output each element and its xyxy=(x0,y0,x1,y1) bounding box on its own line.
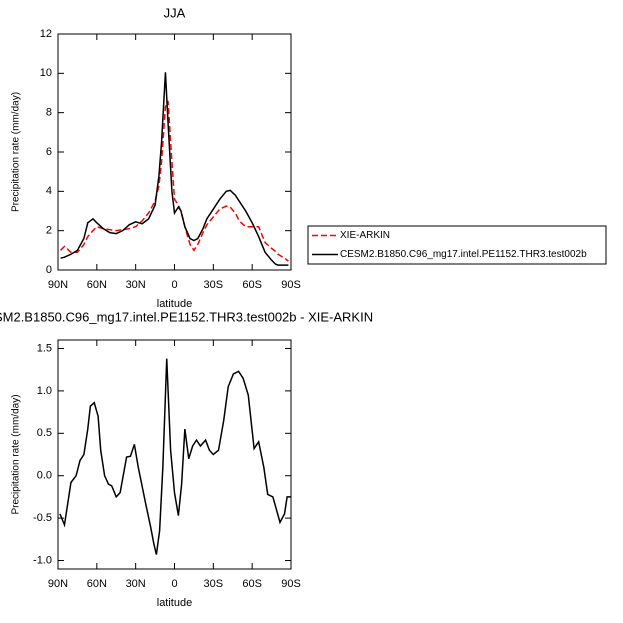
y-tick-label: -1.0 xyxy=(33,554,52,566)
legend-frame xyxy=(307,225,607,265)
chart-title: CESM2.B1850.C96_mg17.intel.PE1152.THR3.t… xyxy=(0,309,373,324)
y-axis-label: Precipitation rate (mm/day) xyxy=(11,92,22,212)
y-tick-label: 10 xyxy=(40,67,52,79)
y-tick-label: 0.5 xyxy=(37,427,52,439)
line-series xyxy=(60,72,289,266)
x-tick-label: 90N xyxy=(48,279,68,291)
x-tick-label: 90S xyxy=(281,578,301,590)
line-series xyxy=(59,358,291,555)
y-tick-label: 1.0 xyxy=(37,385,52,397)
x-tick-label: 60S xyxy=(242,578,262,590)
plot-frame xyxy=(57,33,292,271)
y-tick-label: 6 xyxy=(46,146,52,158)
x-tick-label: 0 xyxy=(171,578,177,590)
y-tick-label: 2 xyxy=(46,225,52,237)
x-tick-label: 60N xyxy=(87,279,107,291)
x-tick-label: 30S xyxy=(204,578,224,590)
y-tick-label: -0.5 xyxy=(33,512,52,524)
x-axis-label: latitude xyxy=(157,597,192,609)
x-tick-label: 90S xyxy=(281,279,301,291)
x-tick-label: 30N xyxy=(126,279,146,291)
y-axis-label: Precipitation rate (mm/day) xyxy=(11,394,22,514)
y-tick-label: 8 xyxy=(46,107,52,119)
x-tick-label: 0 xyxy=(171,279,177,291)
line-series xyxy=(60,100,289,262)
y-tick-label: 1.5 xyxy=(37,342,52,354)
chart-title: JJA xyxy=(164,5,186,20)
legend-label: XIE-ARKIN xyxy=(340,230,390,241)
legend-label: CESM2.B1850.C96_mg17.intel.PE1152.THR3.t… xyxy=(340,249,587,260)
y-tick-label: 4 xyxy=(46,185,52,197)
plot-frame xyxy=(57,339,292,570)
x-tick-label: 30N xyxy=(126,578,146,590)
x-tick-label: 60S xyxy=(242,279,262,291)
x-tick-label: 90N xyxy=(48,578,68,590)
x-tick-label: 60N xyxy=(87,578,107,590)
y-tick-label: 0.0 xyxy=(37,470,52,482)
x-tick-label: 30S xyxy=(204,279,224,291)
y-tick-label: 12 xyxy=(40,28,52,40)
y-tick-label: 0 xyxy=(46,264,52,276)
x-axis-label: latitude xyxy=(157,298,192,310)
